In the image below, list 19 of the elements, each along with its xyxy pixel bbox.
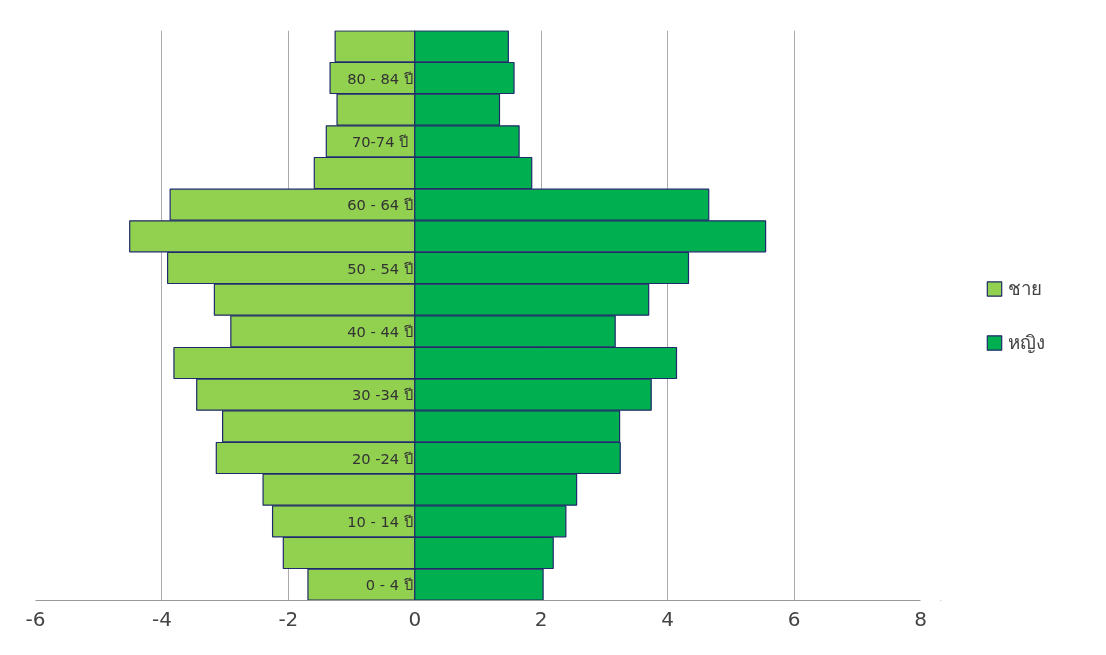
- y-tick-label: 30 -34 ปี: [351, 386, 413, 404]
- y-tick-label: 20 -24 ปี: [351, 449, 413, 467]
- y-tick-label: 60 - 64 ปี: [347, 196, 413, 214]
- x-tick-label: 8: [914, 606, 927, 631]
- y-tick-label: 70-74 ปี: [351, 132, 409, 150]
- y-tick-label: 50 - 54 ปี: [347, 259, 413, 277]
- x-tick-label: 6: [787, 606, 801, 631]
- y-tick-label: 10 - 14 ปี: [347, 512, 413, 530]
- legend-label: ชาย: [1008, 276, 1042, 301]
- x-tick-label: -6: [25, 606, 46, 631]
- x-tick-label: 0: [408, 606, 422, 631]
- y-tick-label: 0 - 4 ปี: [365, 576, 413, 594]
- x-tick-label: 4: [661, 606, 675, 631]
- x-tick-label: -4: [151, 606, 172, 631]
- legend-label: หญิง: [1008, 330, 1045, 355]
- x-tick-label: 2: [534, 606, 548, 631]
- y-tick-label: 80 - 84 ปี: [347, 69, 413, 87]
- y-tick-label: 40 - 44 ปี: [347, 322, 413, 340]
- x-tick-label: -2: [278, 606, 299, 631]
